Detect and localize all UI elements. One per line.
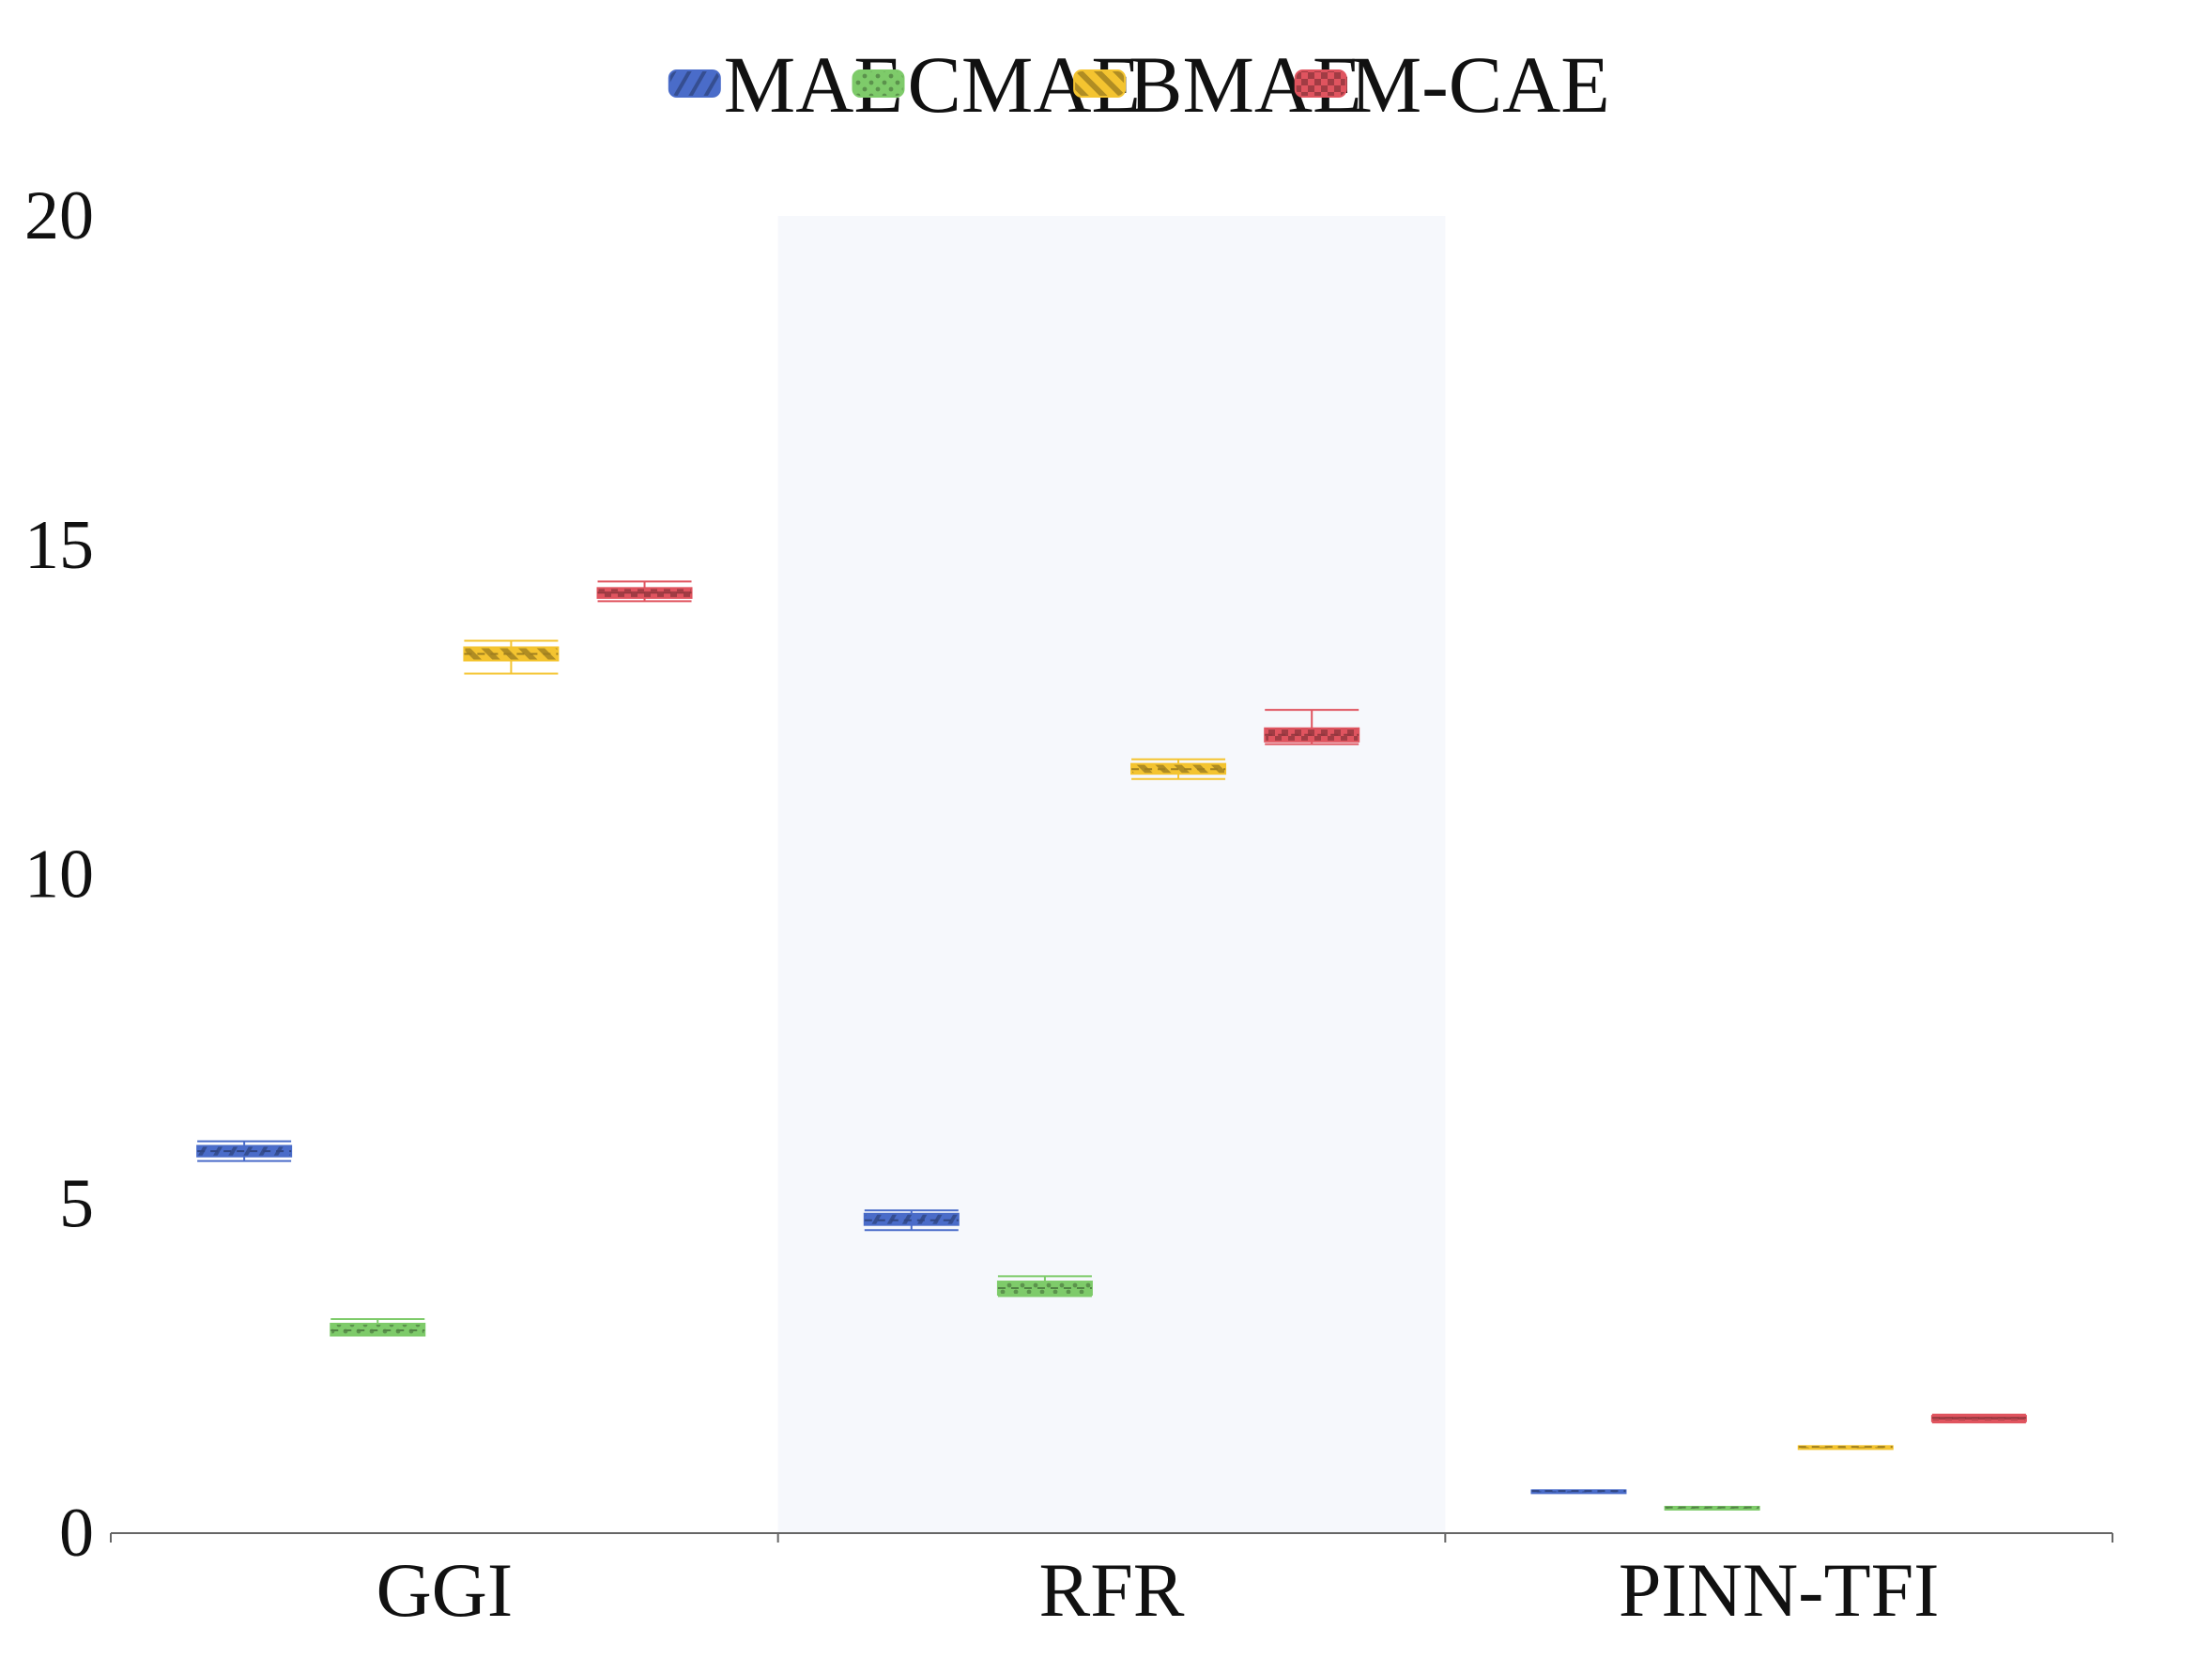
box-m-cae-ggi bbox=[596, 580, 693, 603]
y-tick-label: 10 bbox=[24, 837, 94, 913]
box-cmae-rfr bbox=[996, 1275, 1093, 1297]
box-cmae-ggi bbox=[330, 1318, 426, 1337]
legend-swatch bbox=[852, 69, 905, 98]
legend-swatch bbox=[1294, 69, 1347, 98]
category-background-layer bbox=[777, 216, 1446, 1533]
boxes-layer bbox=[196, 580, 2027, 1511]
legend-item-m-cae: M-CAE bbox=[1294, 39, 1610, 130]
axes: GGI RFR PINN-TFI 0 5 10 15 20 bbox=[24, 177, 2113, 1633]
legend-swatch bbox=[1073, 69, 1127, 98]
x-tick-label: PINN-TFI bbox=[1619, 1547, 1940, 1633]
x-tick-label: RFR bbox=[1039, 1547, 1185, 1633]
y-tick-label: 0 bbox=[59, 1495, 94, 1572]
box-bmae-rfr bbox=[1130, 758, 1227, 780]
box-bmae-pinn-tfi bbox=[1797, 1445, 1894, 1451]
y-tick-label: 20 bbox=[24, 177, 94, 254]
box-mae-rfr bbox=[863, 1209, 960, 1232]
legend-label: M-CAE bbox=[1350, 39, 1610, 130]
box-mae-pinn-tfi bbox=[1530, 1489, 1627, 1495]
y-tick-label: 5 bbox=[59, 1165, 94, 1242]
x-tick-label: GGI bbox=[376, 1547, 513, 1633]
box-mae-ggi bbox=[196, 1140, 293, 1162]
box-cmae-pinn-tfi bbox=[1664, 1505, 1760, 1511]
legend-swatch bbox=[668, 69, 721, 98]
box-body bbox=[863, 1212, 960, 1226]
category-band-1 bbox=[777, 216, 1446, 1533]
box-bmae-ggi bbox=[463, 639, 560, 675]
box-m-cae-rfr bbox=[1264, 709, 1360, 745]
box-m-cae-pinn-tfi bbox=[1930, 1413, 2027, 1424]
y-tick-label: 15 bbox=[24, 507, 94, 584]
